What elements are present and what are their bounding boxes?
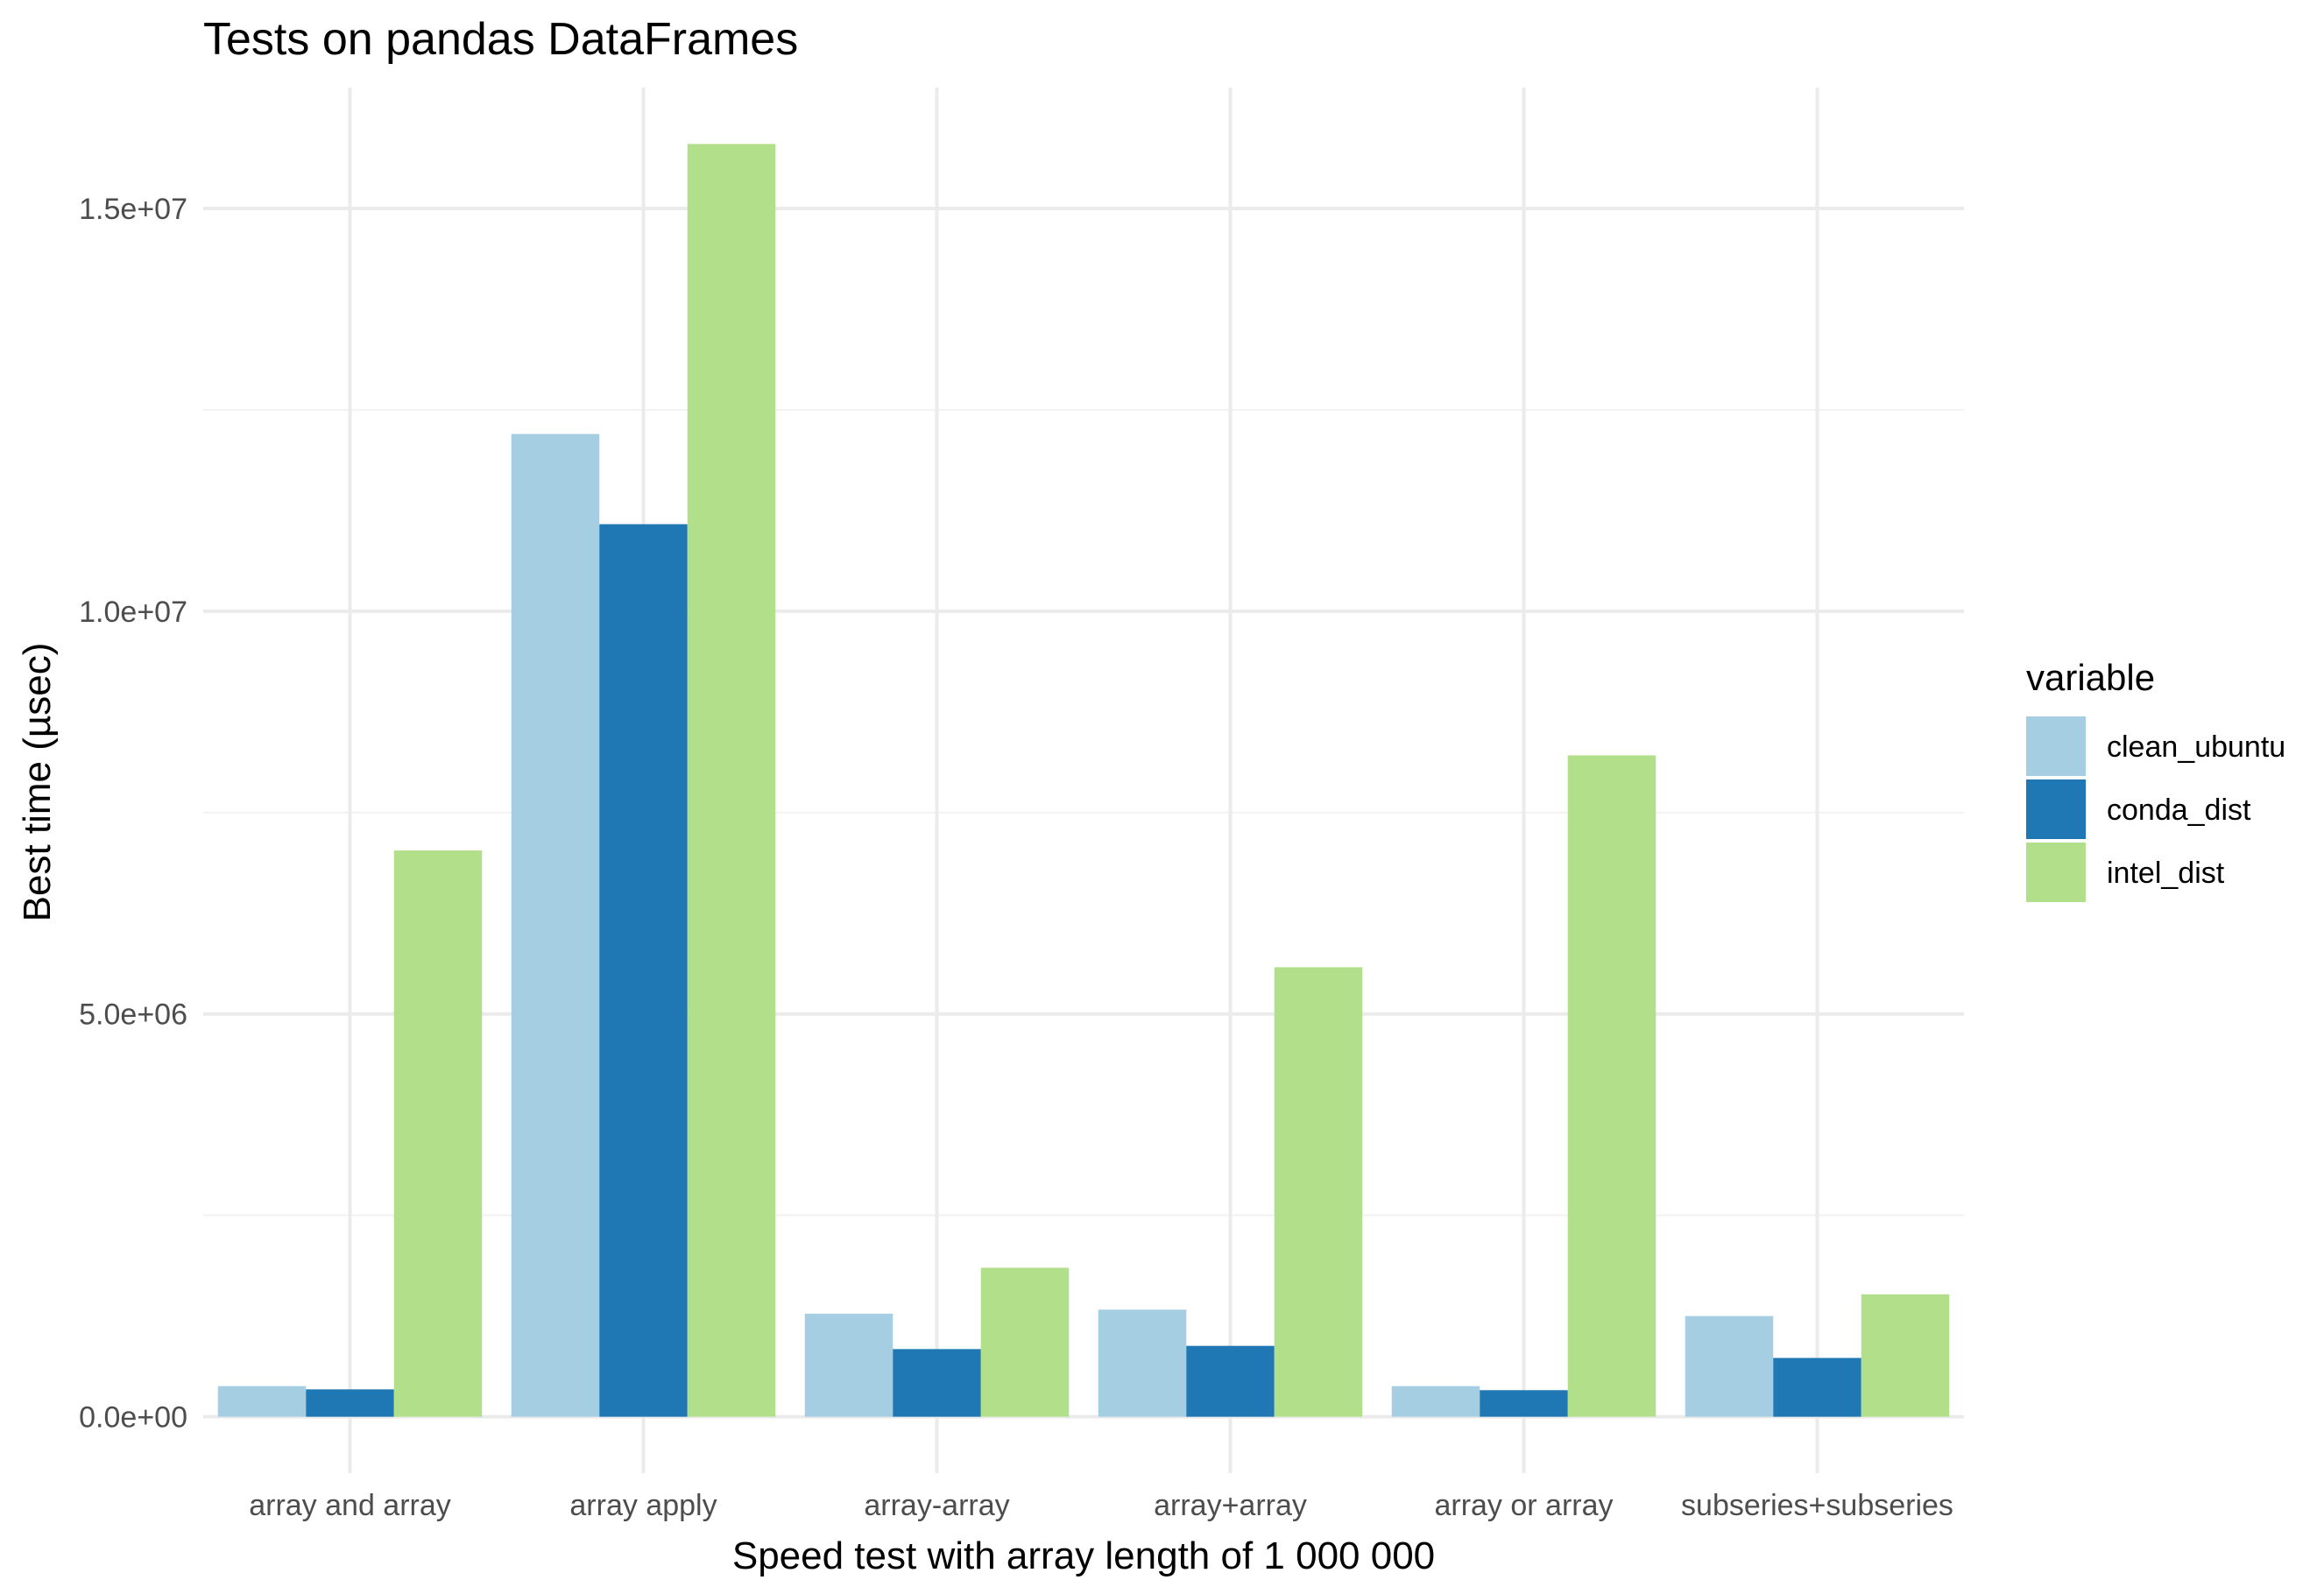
- bar-clean_ubuntu: [1391, 1386, 1480, 1417]
- bar-clean_ubuntu: [1685, 1315, 1774, 1417]
- legend-key-conda_dist: [2026, 779, 2086, 839]
- x-tick-label: array and array: [249, 1489, 451, 1522]
- legend-label-clean_ubuntu: clean_ubuntu: [2107, 730, 2285, 764]
- bar-intel_dist: [393, 850, 483, 1417]
- bar-intel_dist: [1861, 1294, 1950, 1417]
- y-tick-label: 0.0e+00: [79, 1401, 187, 1435]
- x-tick-label: array or array: [1434, 1489, 1613, 1522]
- y-axis-ticks: 0.0e+00 5.0e+06 1.0e+07 1.5e+07: [79, 193, 187, 1435]
- bar-intel_dist: [687, 144, 776, 1417]
- bar-clean_ubuntu: [1098, 1309, 1187, 1417]
- y-tick-label: 1.0e+07: [79, 596, 187, 629]
- bar-conda_dist: [306, 1389, 394, 1417]
- bar-intel_dist: [1567, 755, 1656, 1417]
- bar-conda_dist: [1480, 1390, 1568, 1417]
- legend-title: variable: [2026, 657, 2155, 698]
- bar-intel_dist: [1274, 967, 1363, 1417]
- bar-conda_dist: [599, 524, 688, 1417]
- bar-conda_dist: [1773, 1358, 1861, 1417]
- bar-clean_ubuntu: [804, 1313, 894, 1417]
- bar-clean_ubuntu: [511, 434, 600, 1417]
- legend: variable clean_ubuntu conda_dist intel_dis…: [2026, 657, 2285, 902]
- bar-intel_dist: [980, 1267, 1070, 1417]
- x-tick-label: array apply: [569, 1489, 717, 1522]
- legend-key-clean_ubuntu: [2026, 716, 2086, 776]
- x-tick-label: subseries+subseries: [1681, 1489, 1953, 1522]
- legend-key-intel_dist: [2026, 843, 2086, 902]
- y-tick-label: 5.0e+06: [79, 998, 187, 1032]
- bars: [217, 144, 1950, 1417]
- y-axis-title: Best time (µsec): [16, 643, 59, 922]
- bar-conda_dist: [893, 1349, 981, 1417]
- bar-clean_ubuntu: [217, 1386, 307, 1417]
- legend-label-conda_dist: conda_dist: [2107, 794, 2251, 827]
- legend-label-intel_dist: intel_dist: [2107, 857, 2225, 890]
- x-tick-label: array-array: [864, 1489, 1009, 1522]
- x-axis-title: Speed test with array length of 1 000 00…: [732, 1534, 1435, 1577]
- x-tick-label: array+array: [1154, 1489, 1307, 1522]
- chart-title: Tests on pandas DataFrames: [203, 14, 798, 65]
- grid: [203, 88, 1964, 1473]
- x-axis-ticks: array and array array apply array-array arr…: [249, 1489, 1953, 1522]
- bar-conda_dist: [1186, 1345, 1275, 1417]
- y-tick-label: 1.5e+07: [79, 193, 187, 226]
